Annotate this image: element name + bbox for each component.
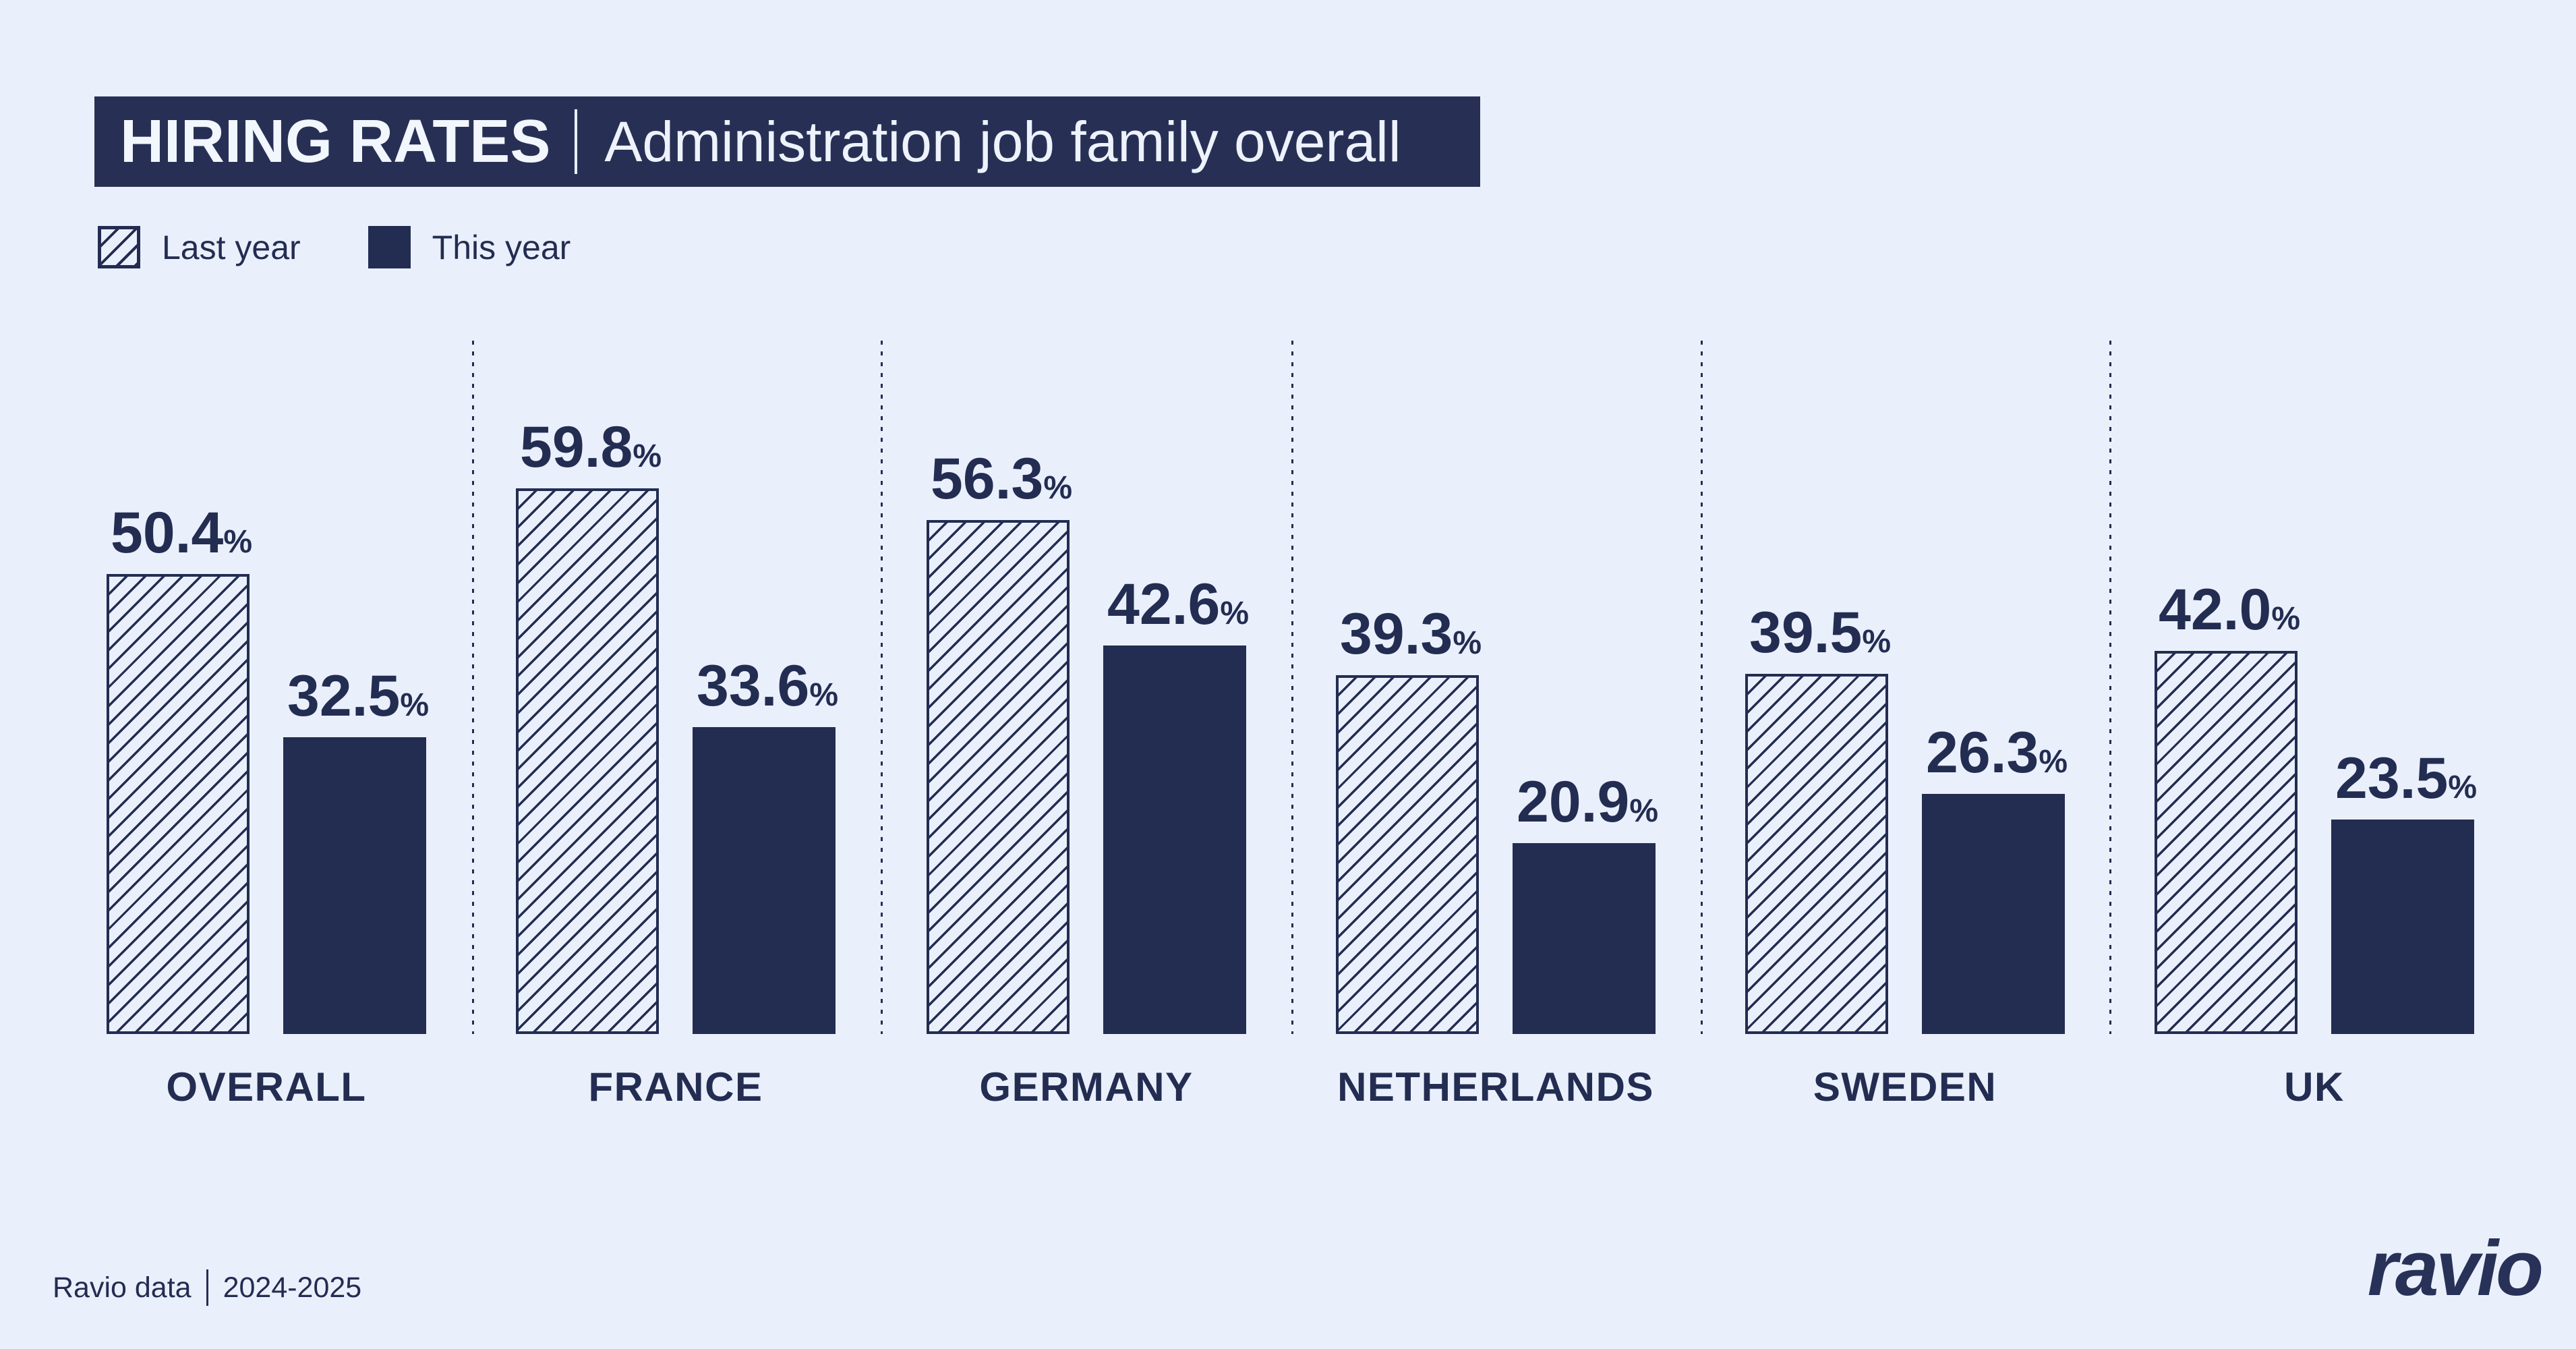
footer-divider	[206, 1269, 208, 1306]
value-label-last-year: 59.8%	[520, 415, 663, 480]
category-label-uk: UK	[2284, 1064, 2345, 1110]
bar-this-year	[2331, 820, 2474, 1034]
legend-item-last-year: Last year	[98, 226, 301, 268]
footer-period: 2024-2025	[223, 1271, 362, 1304]
value-label-this-year: 33.6%	[697, 654, 840, 718]
group-separator-2	[881, 341, 883, 1034]
value-label-last-year: 39.5%	[1749, 600, 1892, 665]
percent-sign: %	[1453, 625, 1483, 661]
category-label-overall: OVERALL	[166, 1064, 367, 1110]
percent-sign: %	[633, 438, 663, 474]
value-label-this-year: 42.6%	[1107, 572, 1250, 637]
value-label-this-year: 23.5%	[2335, 746, 2478, 811]
group-separator-1	[472, 341, 474, 1034]
bar-last-year	[1745, 674, 1888, 1034]
group-separator-5	[2109, 341, 2111, 1034]
bar-last-year	[107, 574, 250, 1034]
bar-group-uk: 42.0% 23.5% UK	[2155, 0, 2477, 1349]
bar-group-france: 59.8% 33.6% FRANCE	[516, 0, 840, 1349]
footer: Ravio data 2024-2025	[53, 1269, 361, 1306]
percent-sign: %	[223, 524, 254, 560]
percent-sign: %	[1862, 624, 1892, 660]
value-label-this-year: 26.3%	[1926, 720, 2069, 785]
group-separator-4	[1701, 341, 1703, 1034]
category-label-netherlands: NETHERLANDS	[1337, 1064, 1654, 1110]
value-label-this-year: 20.9%	[1517, 770, 1660, 834]
page-title: HIRING RATES	[120, 107, 551, 175]
bar-last-year	[2155, 651, 2297, 1034]
bar-group-overall: 50.4% 32.5% OVERALL	[107, 0, 429, 1349]
percent-sign: %	[1043, 470, 1074, 506]
footer-source: Ravio data	[53, 1271, 192, 1304]
value-label-this-year: 32.5%	[287, 664, 430, 728]
value-label-last-year: 50.4%	[111, 500, 254, 565]
percent-sign: %	[809, 677, 840, 713]
bar-this-year	[283, 737, 426, 1034]
legend-item-this-year: This year	[368, 226, 571, 268]
title-bar: HIRING RATES Administration job family o…	[94, 96, 1480, 187]
bar-last-year	[1336, 675, 1479, 1034]
legend-swatch-hatched-icon	[98, 226, 140, 268]
percent-sign: %	[2271, 601, 2302, 637]
bar-group-netherlands: 39.3% 20.9% NETHERLANDS	[1336, 0, 1660, 1349]
group-separator-3	[1291, 341, 1293, 1034]
value-label-last-year: 42.0%	[2159, 577, 2302, 642]
category-label-sweden: SWEDEN	[1813, 1064, 1997, 1110]
bar-this-year	[1513, 843, 1656, 1034]
bar-last-year	[516, 488, 659, 1034]
percent-sign: %	[400, 687, 430, 723]
legend-label-this-year: This year	[432, 228, 571, 266]
value-label-last-year: 56.3%	[931, 447, 1074, 511]
percent-sign: %	[2039, 744, 2069, 780]
bar-this-year	[1103, 645, 1246, 1034]
bar-group-sweden: 39.5% 26.3% SWEDEN	[1745, 0, 2069, 1349]
percent-sign: %	[2448, 770, 2478, 805]
bar-last-year	[927, 520, 1070, 1034]
title-divider	[575, 109, 578, 174]
page-subtitle: Administration job family overall	[604, 109, 1401, 173]
legend-swatch-solid-icon	[368, 226, 411, 268]
category-label-france: FRANCE	[588, 1064, 763, 1110]
legend-label-last-year: Last year	[162, 228, 301, 266]
category-label-germany: GERMANY	[979, 1064, 1194, 1110]
ravio-logo: ravio	[2367, 1224, 2544, 1312]
chart-legend: Last year This year	[98, 226, 570, 268]
bar-this-year	[693, 727, 836, 1034]
value-label-last-year: 39.3%	[1340, 602, 1483, 666]
bar-group-germany: 56.3% 42.6% GERMANY	[927, 0, 1249, 1349]
percent-sign: %	[1220, 596, 1250, 631]
bar-this-year	[1922, 794, 2065, 1034]
percent-sign: %	[1629, 793, 1660, 829]
